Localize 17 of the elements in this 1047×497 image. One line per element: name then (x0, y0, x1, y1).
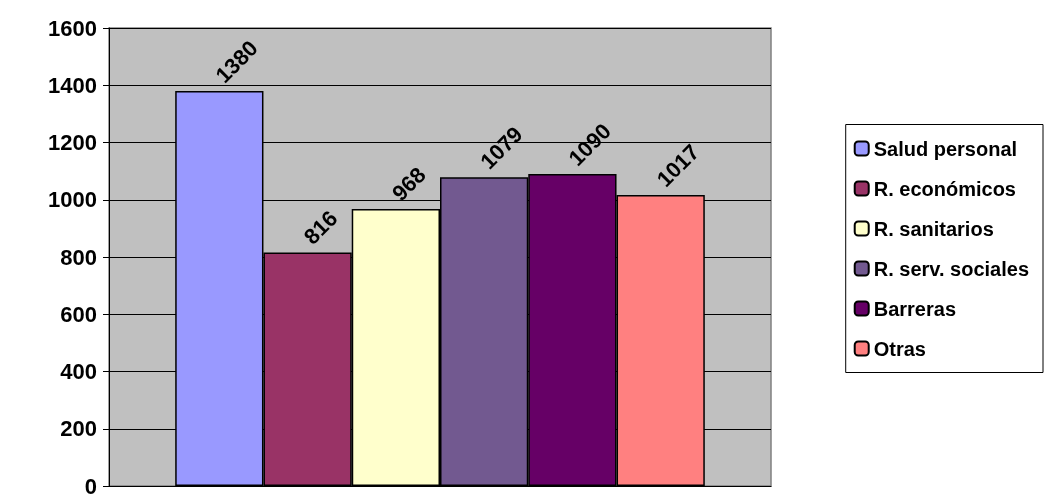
legend-label: R. económicos (873, 177, 1016, 200)
legend-label: R. serv. sociales (873, 257, 1030, 280)
y-tick-label: 400 (60, 359, 97, 384)
y-tick-label: 1400 (48, 72, 97, 98)
y-tick-label: 1600 (48, 15, 97, 41)
y-tick-label: 1200 (48, 130, 97, 155)
data-label: 816 (298, 205, 343, 250)
legend-label: Otras (873, 337, 926, 360)
y-tick-label: 1000 (48, 187, 97, 213)
legend-label: Salud personal (873, 137, 1018, 160)
data-label: 968 (387, 162, 431, 206)
legend-label: Barreras (873, 297, 957, 320)
y-tick-label: 200 (60, 416, 97, 442)
y-tick-label: 800 (60, 244, 97, 270)
legend-label: R. sanitarios (873, 217, 994, 240)
y-tick-label: 0 (84, 473, 97, 497)
y-tick-label: 600 (60, 301, 97, 327)
